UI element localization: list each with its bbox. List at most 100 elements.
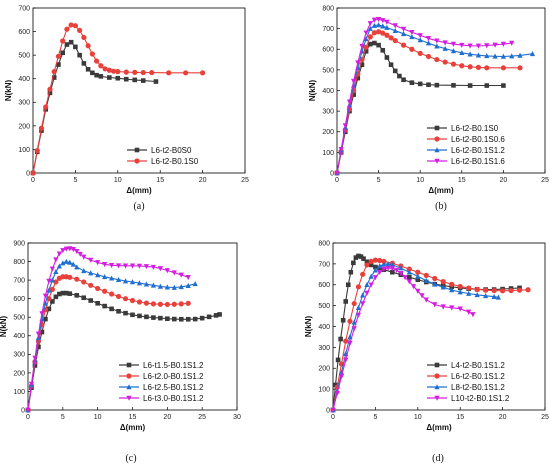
series-L6-t2.5-B0.1S1.2: [25, 258, 198, 413]
data-point: [457, 306, 463, 312]
data-point: [459, 49, 465, 56]
legend-marker: [126, 362, 132, 368]
y-tick-label: 0: [330, 170, 334, 177]
data-point: [517, 65, 523, 71]
data-point: [415, 277, 421, 283]
data-point: [67, 259, 73, 265]
data-point: [467, 43, 473, 49]
x-tick-label: 0: [31, 177, 35, 184]
data-point: [115, 263, 122, 269]
data-point: [372, 40, 377, 46]
legend-label: L6-t2-B0.1S1.2: [451, 372, 505, 381]
y-tick-label: 500: [322, 67, 334, 74]
data-point: [51, 75, 57, 80]
data-point: [380, 30, 386, 36]
data-point: [106, 67, 112, 73]
data-point: [178, 316, 184, 322]
y-tick-label: 300: [322, 109, 334, 116]
data-point: [434, 56, 440, 63]
y-tick-label: 800: [318, 240, 330, 247]
legend-marker: [434, 147, 440, 153]
data-point: [475, 52, 482, 58]
x-tick-label: 15: [129, 414, 137, 421]
y-tick-label: 300: [13, 352, 25, 359]
data-point: [129, 263, 136, 269]
data-point: [364, 262, 370, 268]
data-point: [171, 270, 177, 276]
legend-marker: [434, 362, 440, 368]
data-point: [43, 104, 49, 110]
data-point: [81, 268, 87, 274]
data-point: [206, 314, 212, 320]
legend-label: L6-t2-B0.1S0.6: [451, 135, 505, 144]
x-tick-label: 25: [541, 414, 549, 421]
data-point: [367, 21, 373, 27]
data-point: [107, 75, 112, 80]
y-tick-label: 0: [21, 407, 25, 414]
data-point: [377, 263, 383, 269]
data-point: [367, 25, 373, 31]
data-point: [98, 63, 104, 69]
data-point: [115, 276, 122, 283]
data-point: [372, 275, 378, 281]
y-tick-label: 200: [318, 366, 330, 373]
y-tick-label: 300: [318, 345, 330, 352]
data-point: [136, 299, 143, 305]
data-point: [449, 281, 455, 287]
data-point: [115, 293, 122, 300]
data-point: [364, 259, 370, 265]
data-point: [94, 72, 99, 78]
data-point: [151, 315, 156, 320]
data-point: [376, 42, 381, 48]
data-point: [178, 283, 184, 290]
data-point: [425, 53, 432, 60]
data-point: [64, 290, 69, 296]
y-axis-title: N(kN): [0, 316, 8, 338]
y-tick-label: 800: [322, 5, 334, 12]
data-point: [85, 43, 91, 49]
data-point: [368, 273, 374, 279]
data-point: [122, 296, 129, 302]
data-point: [74, 293, 80, 298]
series-L6-t3.0-B0.1S1.2: [25, 246, 191, 413]
legend-entry: L6-t1.5-B0.1S1.2: [119, 361, 204, 370]
chart-panel-a: 0 5 10 15 20 25 0 100 200 300 400 500 600 700 Δ(mm) N(k…: [4, 5, 249, 212]
data-point: [39, 311, 45, 317]
legend-label: L6-t2-B0.1S1.2: [451, 146, 505, 155]
data-point: [355, 304, 362, 311]
data-point: [432, 302, 438, 308]
data-point: [400, 42, 407, 48]
legend-entry: L6-t2.5-B0.1S1.2: [119, 383, 204, 392]
data-point: [47, 90, 53, 96]
data-point: [157, 266, 163, 272]
data-point: [390, 269, 395, 275]
legend-entry: L10-t2-B0.1S1.2: [427, 394, 510, 403]
data-point: [122, 278, 129, 284]
data-point: [409, 80, 415, 85]
data-point: [394, 267, 400, 273]
data-point: [385, 265, 391, 271]
data-point: [39, 329, 45, 335]
legend-label: L6-t3.0-B0.1S1.2: [143, 394, 204, 403]
data-point: [371, 17, 378, 23]
x-tick-label: 5: [373, 414, 377, 421]
x-tick-label: 30: [233, 414, 241, 421]
data-point: [389, 262, 395, 268]
legend-marker: [126, 373, 132, 379]
data-point: [137, 313, 142, 319]
series-L6-t2-B0.1S1.2: [334, 22, 536, 176]
data-point: [136, 263, 143, 269]
data-point: [143, 264, 150, 270]
panel-caption: (d): [432, 453, 444, 464]
data-point: [36, 344, 41, 350]
data-point: [70, 261, 76, 267]
data-point: [409, 30, 415, 36]
data-point: [35, 331, 42, 337]
data-point: [355, 60, 361, 66]
plot-frame: [332, 242, 546, 411]
panel-caption: (c): [125, 453, 136, 464]
data-point: [373, 264, 378, 270]
x-tick-label: 15: [156, 177, 164, 184]
data-point: [68, 39, 74, 45]
data-point: [360, 301, 366, 307]
